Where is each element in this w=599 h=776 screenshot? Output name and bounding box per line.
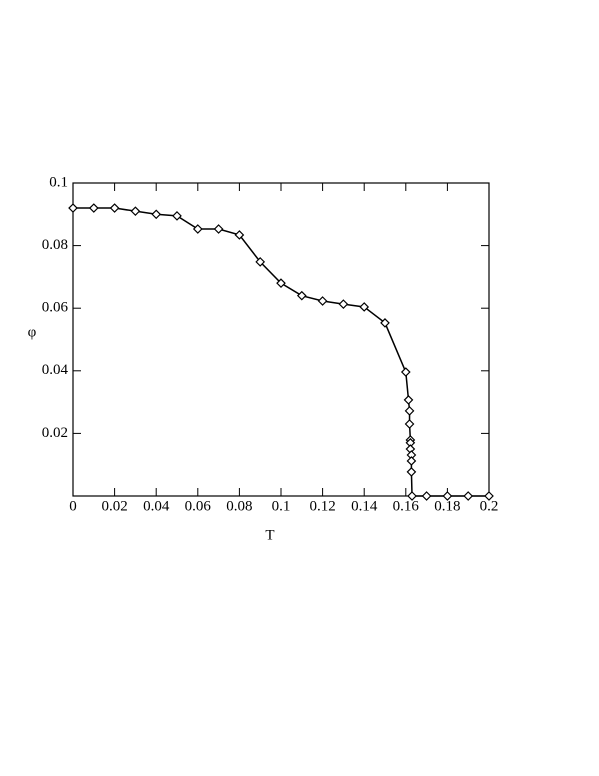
data-point: [406, 467, 417, 477]
data-point: [130, 206, 141, 217]
data-point: [276, 278, 286, 289]
data-point: [338, 299, 349, 309]
data-point: [380, 318, 390, 328]
y-tick-label: 0.1: [49, 174, 68, 190]
data-point: [151, 209, 162, 220]
plot-frame: [72, 182, 490, 497]
data-point: [109, 203, 120, 213]
data-point: [88, 203, 99, 213]
series-line: [73, 207, 489, 497]
x-tick-label: 0.14: [351, 498, 378, 514]
data-point: [400, 367, 411, 377]
x-tick-label: 0.08: [226, 498, 252, 514]
data-point: [68, 203, 78, 213]
data-point: [404, 419, 415, 429]
y-tick-label: 0.06: [42, 300, 69, 316]
data-point: [234, 230, 245, 240]
x-tick-label: 0.16: [393, 498, 420, 514]
data-point: [484, 491, 494, 501]
data-point: [442, 491, 453, 501]
data-point: [406, 456, 417, 466]
data-point: [359, 302, 370, 312]
data-point: [213, 224, 224, 234]
data-point: [172, 211, 182, 221]
x-tick-label: 0.02: [101, 498, 127, 514]
data-point: [403, 395, 414, 405]
x-tick-label: 0.1: [272, 498, 291, 514]
y-tick-label: 0.02: [42, 425, 68, 441]
x-tick-label: 0.06: [185, 498, 212, 514]
x-tick-label: 0.04: [143, 498, 170, 514]
data-point: [463, 491, 474, 501]
data-point: [255, 257, 266, 267]
x-tick-label: 0.2: [480, 498, 499, 514]
x-tick-label: 0.12: [309, 498, 335, 514]
y-tick-label: 0.04: [42, 362, 69, 378]
x-tick-label: 0: [69, 498, 77, 514]
data-point: [192, 224, 203, 234]
y-tick-label: 0.08: [42, 237, 68, 253]
x-axis-label: T: [265, 527, 274, 543]
data-point: [407, 491, 417, 501]
x-tick-label: 0.18: [434, 498, 460, 514]
y-axis-label: φ: [28, 324, 37, 340]
data-point: [421, 491, 432, 501]
data-point: [317, 296, 328, 306]
data-point: [296, 290, 307, 301]
data-point: [404, 406, 415, 416]
